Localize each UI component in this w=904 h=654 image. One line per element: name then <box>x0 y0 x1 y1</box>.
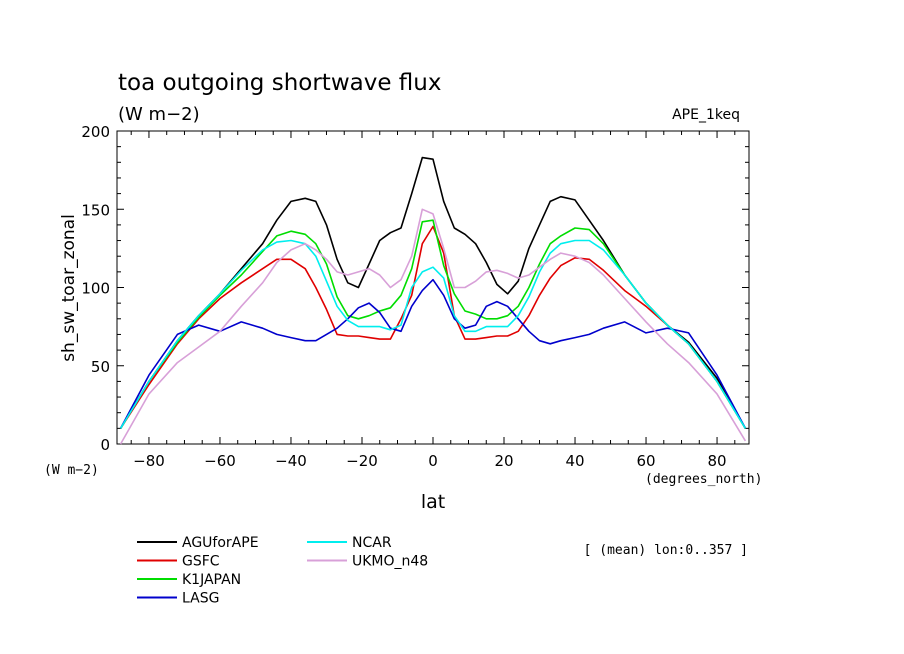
y-tick-label: 200 <box>81 123 110 141</box>
legend-label: NCAR <box>352 535 392 551</box>
x-axis-label: lat <box>421 491 445 513</box>
x-tick-label: 20 <box>494 452 513 470</box>
legend-item: AGUforAPE <box>137 535 259 551</box>
y-tick-labels: 0 50 100 150 200 <box>81 123 110 454</box>
legend-item: K1JAPAN <box>137 572 241 588</box>
tick-marks <box>117 130 749 445</box>
x-units-label: (degrees_north) <box>645 472 762 487</box>
y-units-label: (W m−2) <box>44 463 99 478</box>
legend-item: LASG <box>137 591 219 607</box>
plot-frame <box>116 130 750 445</box>
series-line-gsfc <box>119 225 747 429</box>
legend-item: NCAR <box>307 535 392 551</box>
plot-area <box>116 130 750 445</box>
legend-item: UKMO_n48 <box>307 554 428 570</box>
legend: AGUforAPE GSFC K1JAPAN LASG NCAR UKMO_n48 <box>137 535 428 607</box>
x-tick-label: 80 <box>707 452 726 470</box>
x-tick-label: −20 <box>346 452 378 470</box>
experiment-label: APE_1keq <box>672 107 740 123</box>
legend-label: GSFC <box>182 554 220 570</box>
x-tick-label: 0 <box>428 452 438 470</box>
x-tick-label: 40 <box>565 452 584 470</box>
x-tick-label: −60 <box>204 452 236 470</box>
series-lines <box>119 156 747 445</box>
y-tick-label: 0 <box>100 436 110 454</box>
mean-note: [ (mean) lon:0..357 ] <box>584 543 748 558</box>
x-tick-label: −80 <box>133 452 165 470</box>
units-label: (W m−2) <box>118 104 200 125</box>
series-line-aguforape <box>119 156 747 429</box>
legend-item: GSFC <box>137 554 220 570</box>
legend-label: UKMO_n48 <box>352 554 428 570</box>
series-line-k1japan <box>119 219 747 429</box>
legend-label: LASG <box>182 591 219 607</box>
x-tick-label: 60 <box>636 452 655 470</box>
series-line-ncar <box>119 239 747 429</box>
x-tick-label: −40 <box>275 452 307 470</box>
y-tick-label: 50 <box>91 358 110 376</box>
legend-label: K1JAPAN <box>182 572 241 588</box>
y-axis-label: sh_sw_toar_zonal <box>59 214 79 362</box>
series-line-lasg <box>119 278 747 429</box>
y-tick-label: 150 <box>81 201 110 219</box>
legend-label: AGUforAPE <box>182 535 259 551</box>
y-tick-label: 100 <box>81 280 110 298</box>
chart-title: toa outgoing shortwave flux <box>118 70 441 96</box>
x-tick-labels: −80 −60 −40 −20 0 20 40 60 80 <box>133 452 726 470</box>
series-line-ukmo-n48 <box>119 208 747 445</box>
